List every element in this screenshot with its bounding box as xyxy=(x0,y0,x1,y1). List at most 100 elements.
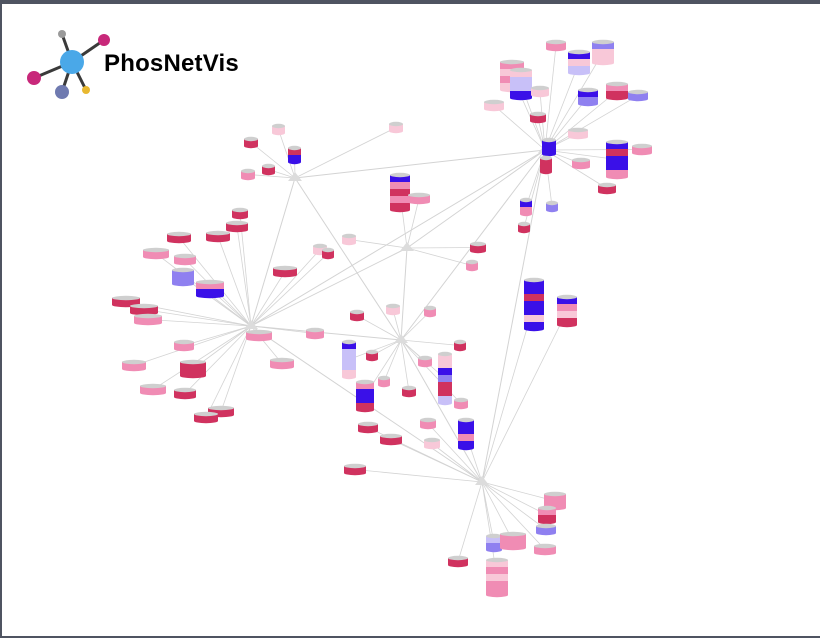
node-segment xyxy=(438,375,452,382)
phosphosite-node[interactable] xyxy=(134,313,162,326)
phosphosite-node[interactable] xyxy=(531,85,549,98)
node-segment xyxy=(288,155,301,162)
phosphosite-node[interactable] xyxy=(241,168,255,181)
phosphosite-node[interactable] xyxy=(572,157,590,170)
phosphosite-node[interactable] xyxy=(226,220,248,233)
phosphosite-node[interactable] xyxy=(342,339,356,380)
edge xyxy=(278,129,296,179)
node-cap xyxy=(380,433,402,439)
kinase-hub[interactable] xyxy=(394,334,408,343)
kinase-hub[interactable] xyxy=(244,320,258,329)
node-cap xyxy=(531,85,549,91)
node-base xyxy=(322,254,334,260)
phosphosite-node[interactable] xyxy=(378,375,390,388)
phosphosite-node[interactable] xyxy=(524,277,544,332)
node-segment xyxy=(538,515,556,522)
phosphosite-node[interactable] xyxy=(246,329,272,342)
phosphosite-node[interactable] xyxy=(484,99,504,112)
phosphosite-node[interactable] xyxy=(538,505,556,525)
phosphosite-node[interactable] xyxy=(244,136,258,149)
phosphosite-node[interactable] xyxy=(592,39,614,66)
phosphosite-node[interactable] xyxy=(424,437,440,450)
phosphosite-node[interactable] xyxy=(358,421,378,434)
phosphosite-node[interactable] xyxy=(342,233,356,246)
node-layer[interactable] xyxy=(112,39,652,598)
phosphosite-node[interactable] xyxy=(598,182,616,195)
phosphosite-node[interactable] xyxy=(448,555,468,568)
phosphosite-node[interactable] xyxy=(470,241,486,254)
node-base xyxy=(306,334,324,340)
phosphosite-node[interactable] xyxy=(350,309,364,322)
phosphosite-node[interactable] xyxy=(454,339,466,352)
phosphosite-node[interactable] xyxy=(520,197,532,217)
phosphosite-node[interactable] xyxy=(306,327,324,340)
phosphosite-node[interactable] xyxy=(140,383,166,396)
phosphosite-node[interactable] xyxy=(408,192,430,205)
phosphosite-node[interactable] xyxy=(500,531,526,551)
edge xyxy=(152,325,252,390)
phosphosite-node[interactable] xyxy=(424,305,436,318)
phosphosite-node[interactable] xyxy=(356,379,374,413)
node-cap xyxy=(628,89,648,95)
phosphosite-node[interactable] xyxy=(568,49,590,76)
phosphosite-node[interactable] xyxy=(272,123,285,136)
phosphosite-node[interactable] xyxy=(402,385,416,398)
phosphosite-node[interactable] xyxy=(232,207,248,220)
phosphosite-node[interactable] xyxy=(454,397,468,410)
phosphosite-node[interactable] xyxy=(380,433,402,446)
phosphosite-node[interactable] xyxy=(389,121,403,134)
phosphosite-node[interactable] xyxy=(122,359,146,372)
phosphosite-node[interactable] xyxy=(386,303,400,316)
node-segment xyxy=(524,294,544,301)
phosphosite-node[interactable] xyxy=(518,221,530,234)
phosphosite-node[interactable] xyxy=(206,230,230,243)
kinase-hub[interactable] xyxy=(475,476,489,485)
phosphosite-node[interactable] xyxy=(542,137,556,157)
phosphosite-node[interactable] xyxy=(486,557,508,598)
phosphosite-node[interactable] xyxy=(167,231,191,244)
phosphosite-node[interactable] xyxy=(174,339,194,352)
kinase-hub[interactable] xyxy=(288,172,302,181)
phosphosite-node[interactable] xyxy=(130,303,158,316)
phosphosite-node[interactable] xyxy=(143,247,169,260)
phosphosite-node[interactable] xyxy=(180,359,206,379)
phosphosite-node[interactable] xyxy=(288,145,301,165)
phosphosite-node[interactable] xyxy=(270,357,294,370)
phosphosite-node[interactable] xyxy=(606,139,628,180)
phosphosite-node[interactable] xyxy=(438,351,452,406)
phosphosite-node[interactable] xyxy=(530,111,546,124)
kinase-hub[interactable] xyxy=(400,242,414,251)
phosphosite-node[interactable] xyxy=(273,265,297,278)
phosphosite-node[interactable] xyxy=(458,417,474,451)
phosphosite-node[interactable] xyxy=(606,81,628,101)
phosphosite-node[interactable] xyxy=(466,259,478,272)
phosphosite-node[interactable] xyxy=(194,411,218,424)
phosphosite-node[interactable] xyxy=(534,543,556,556)
node-segment xyxy=(536,526,556,533)
phosphosite-node[interactable] xyxy=(510,67,532,101)
phosphosite-node[interactable] xyxy=(540,155,552,175)
phosphosite-node[interactable] xyxy=(546,200,558,213)
phosphosite-node[interactable] xyxy=(578,87,598,107)
phosphosite-node[interactable] xyxy=(557,294,577,328)
phosphosite-node[interactable] xyxy=(344,463,366,476)
phosphosite-node[interactable] xyxy=(174,387,196,400)
phosphosite-node[interactable] xyxy=(632,143,652,156)
phosphosite-node[interactable] xyxy=(208,405,234,418)
phosphosite-node[interactable] xyxy=(322,247,334,260)
phosphosite-node[interactable] xyxy=(536,523,556,536)
phosphosite-node[interactable] xyxy=(420,417,436,430)
phosphosite-node[interactable] xyxy=(418,355,432,368)
phosphosite-node[interactable] xyxy=(196,279,224,299)
phosphosite-node[interactable] xyxy=(628,89,648,102)
phosphosite-node[interactable] xyxy=(486,533,502,553)
phosphosite-node[interactable] xyxy=(568,127,588,140)
node-segment xyxy=(486,581,508,588)
phosphosite-node[interactable] xyxy=(172,267,194,287)
phosphosite-node[interactable] xyxy=(174,253,196,266)
phosphosite-node[interactable] xyxy=(546,39,566,52)
phosphosite-node[interactable] xyxy=(366,349,378,362)
phosphosite-node[interactable] xyxy=(262,163,275,176)
phosphosite-node[interactable] xyxy=(390,172,410,213)
